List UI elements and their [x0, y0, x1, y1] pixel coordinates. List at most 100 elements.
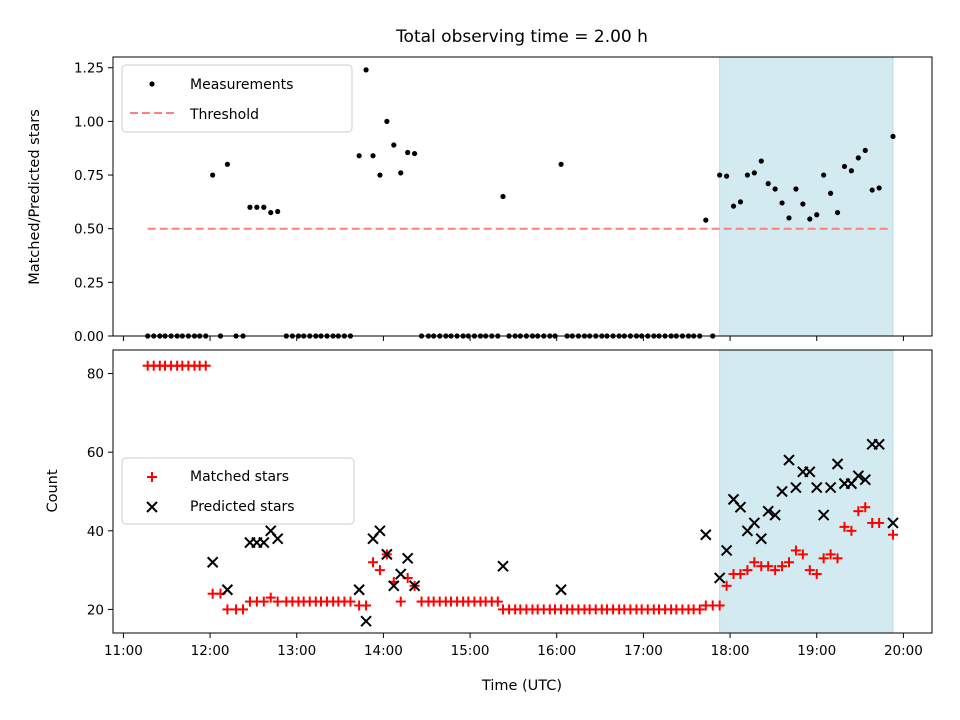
- measurement-point: [848, 168, 855, 174]
- bottom-legend: Matched stars Predicted stars: [121, 457, 355, 525]
- measurement-point: [391, 142, 397, 148]
- matched-star-point: [714, 600, 725, 611]
- matched-star-point: [818, 553, 829, 564]
- matched-star-point: [265, 592, 276, 603]
- y-tick-label: 20: [87, 602, 104, 618]
- matched-star-point: [853, 506, 864, 517]
- predicted-star-point: [783, 454, 795, 466]
- count-series: [142, 360, 899, 627]
- top-legend: Measurements Threshold: [121, 64, 353, 133]
- predicted-star-point: [388, 580, 400, 592]
- matched-star-point: [777, 561, 788, 572]
- predicted-star-point: [353, 584, 365, 596]
- legend-plus-marker: [147, 472, 157, 482]
- predicted-star-point: [817, 509, 830, 521]
- x-tick-label: 12:00: [191, 643, 230, 659]
- x-tick-label: 14:00: [364, 643, 403, 659]
- measurement-point: [800, 201, 806, 207]
- measurement-point: [398, 170, 404, 176]
- matched-star-point: [345, 596, 356, 607]
- matched-star-point: [749, 557, 760, 568]
- predicted-star-point: [755, 532, 767, 545]
- matched-star-point: [804, 565, 815, 576]
- matched-star-point: [368, 557, 378, 568]
- x-tick-label: 13:00: [277, 643, 316, 659]
- y-tick-label: 1.00: [74, 114, 104, 130]
- matched-star-point: [860, 502, 871, 513]
- top-panel: Total observing time = 2.00 h 0.000.250.…: [27, 27, 933, 345]
- measurement-point: [724, 173, 730, 179]
- x-tick-label: 19:00: [797, 643, 836, 659]
- measurement-point: [744, 172, 751, 178]
- measurement-point: [363, 67, 369, 73]
- predicted-star-point: [734, 501, 747, 513]
- matched-star-point: [694, 604, 705, 615]
- matched-star-point: [395, 596, 406, 607]
- x-tick-label: 17:00: [624, 643, 663, 659]
- matched-star-point: [832, 553, 843, 564]
- predicted-star-point: [720, 544, 733, 557]
- matched-star-point: [735, 569, 746, 580]
- matched-star-point: [258, 596, 269, 607]
- predicted-star-point: [271, 532, 284, 545]
- x-tick-label: 16:00: [537, 643, 576, 659]
- matched-star-point: [272, 596, 283, 607]
- measurement-point: [765, 181, 771, 187]
- measurement-point: [275, 208, 281, 215]
- predicted-star-point: [360, 615, 372, 627]
- legend-predicted-label: Predicted stars: [190, 499, 295, 515]
- measurement-point: [356, 153, 362, 159]
- measurement-point: [500, 193, 506, 200]
- x-tick-label: 20:00: [884, 643, 923, 659]
- measurement-point: [730, 203, 737, 209]
- measurement-point: [254, 204, 260, 210]
- predicted-star-point: [852, 470, 865, 482]
- y-tick-label: 0.50: [74, 222, 104, 238]
- legend-measurements-label: Measurements: [190, 77, 293, 93]
- matched-star-point: [874, 517, 885, 528]
- measurement-point: [807, 216, 813, 222]
- matched-star-point: [770, 565, 781, 576]
- x-tick-label: 18:00: [711, 643, 750, 659]
- matched-star-point: [846, 525, 857, 536]
- measurement-point: [703, 217, 709, 223]
- measurement-point: [558, 161, 564, 167]
- measurement-point: [855, 155, 861, 161]
- y-tick-label: 0.75: [74, 168, 104, 184]
- legend-x-marker: [146, 501, 158, 513]
- predicted-star-point: [831, 458, 844, 470]
- y-tick-label: 40: [87, 524, 104, 540]
- predicted-star-point: [873, 438, 885, 451]
- matched-star-point: [721, 580, 732, 591]
- predicted-star-point: [401, 552, 414, 565]
- measurement-point: [751, 170, 757, 176]
- predicted-star-point: [769, 509, 781, 521]
- y-tick-label: 1.25: [74, 61, 104, 77]
- x-axis-label: Time (UTC): [481, 678, 562, 694]
- bottom-axis-ticks: 11:00 12:00 13:00 14:00 15:00 16:00 17:00 18:00…: [87, 367, 923, 659]
- predicted-star-point: [859, 474, 871, 486]
- matched-star-point: [763, 561, 774, 572]
- predicted-star-point: [374, 525, 386, 537]
- bottom-axes-frame: [112, 349, 933, 634]
- predicted-star-point: [713, 572, 726, 584]
- legend-dot-marker: [149, 81, 155, 87]
- measurement-point: [779, 200, 785, 206]
- matched-star-point: [888, 529, 898, 540]
- measurement-point: [814, 212, 820, 218]
- predicted-star-point: [497, 560, 509, 572]
- y-tick-label: 0.25: [74, 275, 104, 291]
- y-tick-label: 60: [87, 445, 104, 461]
- observing-window-top: [719, 56, 894, 337]
- measurement-point: [841, 163, 848, 170]
- measurement-point: [210, 172, 216, 178]
- matched-star-point: [825, 549, 836, 560]
- measurement-point: [261, 204, 267, 210]
- bottom-panel: 11:00 12:00 13:00 14:00 15:00 16:00 17:00 18:00…: [45, 349, 933, 694]
- measurement-point: [412, 150, 418, 157]
- measurement-point: [793, 186, 799, 192]
- matched-star-point: [839, 521, 850, 532]
- top-axis-ticks: 0.00 0.25 0.50 0.75 1.00 1.25: [74, 61, 904, 345]
- matched-star-point: [784, 557, 794, 568]
- x-tick-label: 15:00: [451, 643, 490, 659]
